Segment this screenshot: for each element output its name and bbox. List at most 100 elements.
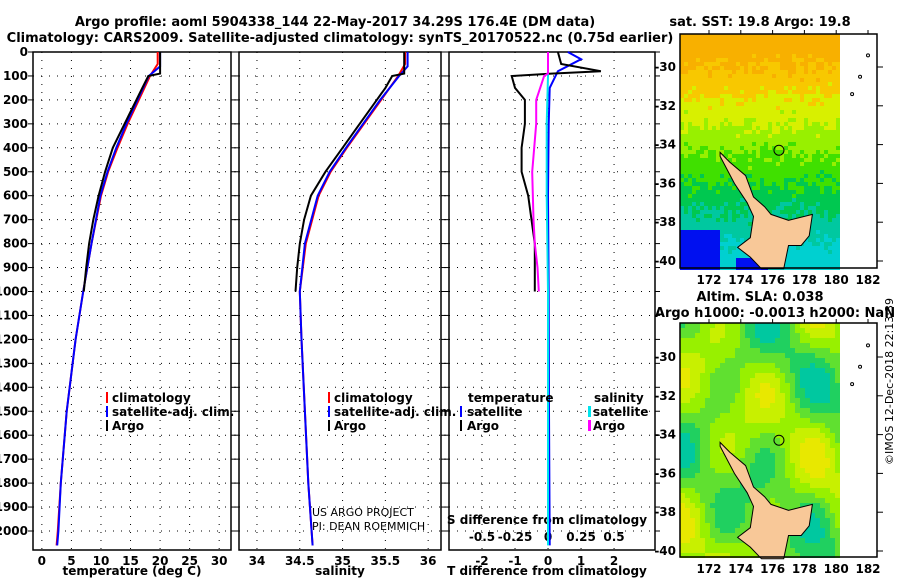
map-pixel [728, 62, 732, 66]
x-tick-label: -1 [508, 554, 521, 568]
map-pixel [716, 114, 720, 118]
map-pixel [824, 234, 828, 238]
map-pixel [725, 438, 730, 443]
map-pixel [744, 118, 748, 122]
title-line2: Climatology: CARS2009. Satellite-adjuste… [7, 31, 674, 46]
map-pixel [795, 453, 800, 458]
map-pixel [828, 54, 832, 58]
map-pixel [832, 254, 836, 258]
map-pixel [685, 483, 690, 488]
map-pixel [744, 130, 748, 134]
map-pixel [785, 423, 790, 428]
map-pixel [804, 170, 808, 174]
map-pixel [775, 463, 780, 468]
map-pixel [700, 493, 705, 498]
map-pixel [810, 548, 815, 553]
map-pixel [810, 523, 815, 528]
map-pixel [680, 328, 685, 333]
map-pixel [756, 62, 760, 66]
map-pixel [830, 553, 835, 558]
map-pixel [825, 398, 830, 403]
map-pixel [800, 448, 805, 453]
map-pixel [696, 206, 700, 210]
map-pixel [708, 114, 712, 118]
map-pixel [788, 246, 792, 250]
map-pixel [788, 194, 792, 198]
map-pixel [796, 190, 800, 194]
map-pixel [790, 363, 795, 368]
legend-swatch-climatology [328, 392, 330, 403]
map-pixel [720, 222, 724, 226]
map-pixel [705, 358, 710, 363]
map-pixel [740, 150, 744, 154]
map-pixel [688, 46, 692, 50]
map-pixel [700, 498, 705, 503]
map-pixel [830, 523, 835, 528]
map-pixel [720, 518, 725, 523]
map-pixel [752, 62, 756, 66]
map-pixel [720, 182, 724, 186]
map-pixel [715, 368, 720, 373]
map-pixel [720, 358, 725, 363]
map-pixel [700, 94, 704, 98]
map-pixel [745, 428, 750, 433]
map-pixel [680, 190, 684, 194]
map-pixel [710, 513, 715, 518]
map-pixel [732, 190, 736, 194]
map-pixel [720, 513, 725, 518]
map-pixel [684, 230, 688, 234]
map-pixel [732, 234, 736, 238]
map-pixel [700, 82, 704, 86]
map-pixel [776, 198, 780, 202]
map-pixel [764, 146, 768, 150]
map-pixel [680, 553, 685, 558]
map-pixel [808, 110, 812, 114]
map-pixel [770, 378, 775, 383]
map-pixel [835, 413, 840, 418]
map-pixel [816, 150, 820, 154]
map-pixel [745, 373, 750, 378]
map-pixel [760, 348, 765, 353]
map-pixel [790, 438, 795, 443]
map-pixel [732, 242, 736, 246]
map-pixel [688, 190, 692, 194]
map-pixel [720, 86, 724, 90]
map-pixel [812, 218, 816, 222]
y-tick-label: 1400 [0, 380, 28, 394]
map-pixel [808, 194, 812, 198]
map-pixel [744, 134, 748, 138]
map-pixel [712, 174, 716, 178]
map-pixel [820, 343, 825, 348]
map-pixel [710, 348, 715, 353]
map-pixel [800, 463, 805, 468]
map-pixel [836, 190, 840, 194]
map-pixel [836, 38, 840, 42]
map-pixel [816, 110, 820, 114]
salinity-xlabel: salinity [315, 564, 365, 578]
map-pixel [695, 443, 700, 448]
map-pixel [728, 134, 732, 138]
map-pixel [740, 142, 744, 146]
map-pixel [808, 98, 812, 102]
map-pixel [828, 246, 832, 250]
map-pixel [820, 413, 825, 418]
map-pixel [830, 543, 835, 548]
map-pixel [765, 408, 770, 413]
map-pixel [836, 230, 840, 234]
map-pixel [680, 198, 684, 202]
map-pixel [780, 194, 784, 198]
map-pixel [795, 383, 800, 388]
map-pixel [765, 378, 770, 383]
map-pixel [832, 234, 836, 238]
map-pixel [692, 98, 696, 102]
map-pixel [736, 202, 740, 206]
map-pixel [800, 428, 805, 433]
map-pixel [704, 54, 708, 58]
map-pixel [735, 363, 740, 368]
map-pixel [704, 238, 708, 242]
y-tick-label: 400 [3, 141, 28, 155]
map-pixel [828, 142, 832, 146]
map-pixel [768, 38, 772, 42]
map-pixel [836, 198, 840, 202]
map-pixel [690, 333, 695, 338]
